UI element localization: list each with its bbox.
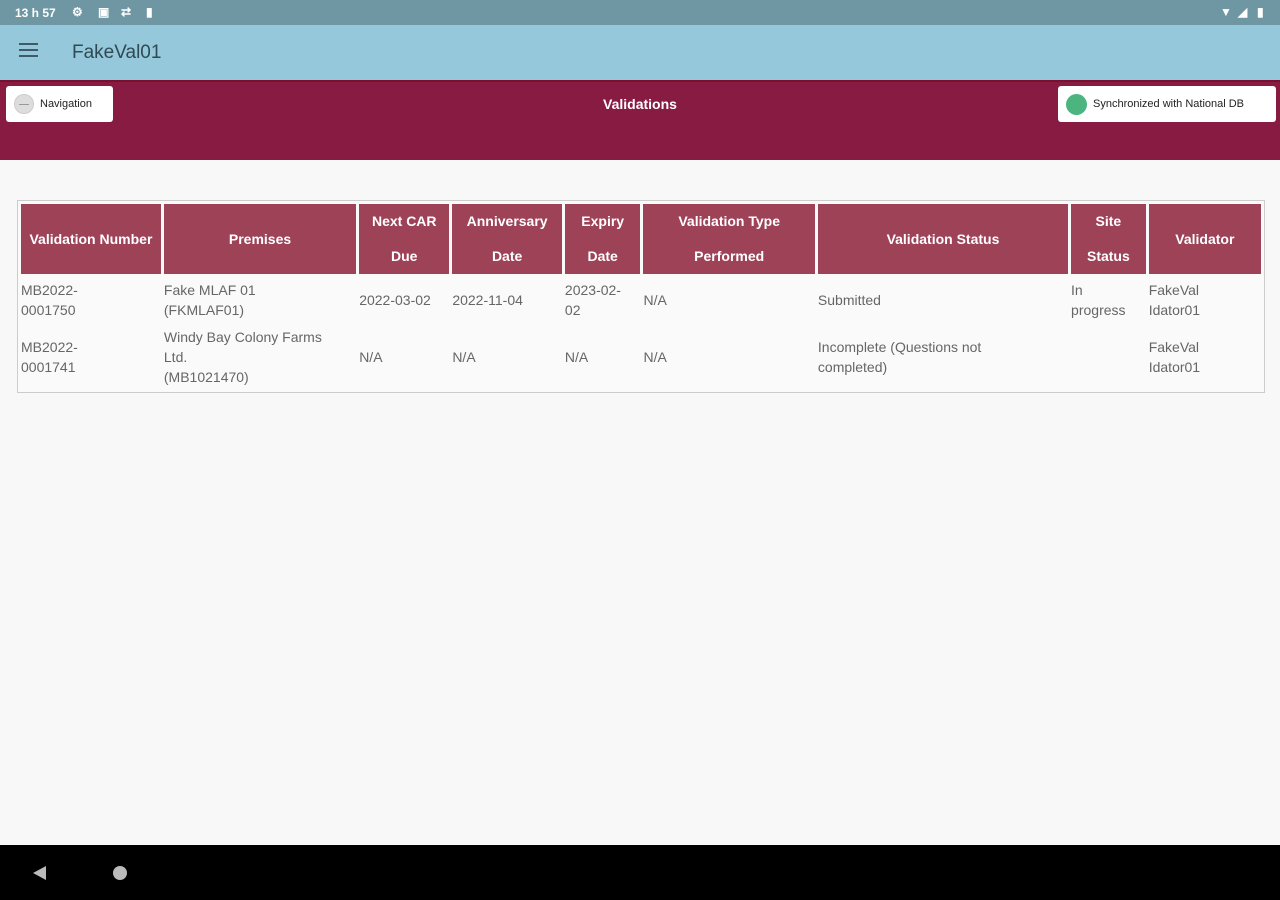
- navigation-icon: [14, 94, 34, 114]
- gear-icon: ⚙: [72, 5, 83, 19]
- cell-validation-number: MB2022- 0001741: [21, 339, 78, 375]
- cell-site-status: In progress: [1071, 281, 1126, 318]
- table-row[interactable]: MB2022- 0001741 Windy Bay Colony Farms L…: [21, 325, 1261, 389]
- cell-premises: Fake MLAF 01 (FKMLAF01): [163, 281, 256, 318]
- clock: 13 h 57: [15, 6, 56, 20]
- app-title: FakeVal01: [72, 42, 162, 63]
- status-bar: 13 h 57 ⚙ ▣ ⇄ ▮ ▼ ◢ ▮: [0, 0, 1280, 25]
- navigation-button[interactable]: Navigation: [6, 86, 113, 122]
- cell-validation-type: N/A: [643, 291, 667, 308]
- column-header[interactable]: Validation Type Performed: [643, 204, 815, 274]
- cell-next-car-due: 2022-03-02: [359, 291, 431, 308]
- battery-icon: ▮: [1257, 5, 1264, 19]
- image-icon: ▣: [98, 5, 110, 19]
- back-icon[interactable]: [33, 866, 46, 880]
- cell-premises: Windy Bay Colony Farms Ltd. (MB1021470): [163, 329, 322, 385]
- hamburger-menu-icon[interactable]: [19, 43, 38, 61]
- column-header[interactable]: Expiry Date: [564, 204, 641, 274]
- column-header[interactable]: Anniversary Date: [452, 204, 562, 274]
- page-header: Validations Navigation Synchronized with…: [0, 80, 1280, 160]
- cell-validation-type: N/A: [643, 349, 667, 365]
- validations-table: Validation Number Premises Next CAR Due …: [17, 200, 1265, 393]
- signal-icon: ◢: [1238, 5, 1248, 19]
- cell-next-car-due: N/A: [359, 349, 383, 365]
- app-bar: FakeVal01: [0, 25, 1280, 80]
- cell-validator: FakeVal Idator01: [1148, 281, 1201, 318]
- column-header[interactable]: Validation Number: [21, 204, 161, 274]
- sd-card-icon: ▮: [146, 5, 153, 19]
- column-header[interactable]: Validation Status: [817, 204, 1069, 274]
- cell-site-status: [1071, 325, 1146, 389]
- wifi-icon: ▼: [1220, 5, 1232, 19]
- network-icon: ⇄: [121, 5, 132, 19]
- cell-anniversary-date: N/A: [452, 349, 476, 365]
- cell-expiry-date: N/A: [564, 349, 589, 365]
- cell-expiry-date: 2023-02- 02: [564, 281, 621, 318]
- cell-validator: FakeVal Idator01: [1148, 339, 1201, 375]
- home-icon[interactable]: [113, 866, 127, 880]
- table-row[interactable]: MB2022- 0001750 Fake MLAF 01 (FKMLAF01) …: [21, 277, 1261, 322]
- navigation-label: Navigation: [40, 98, 92, 110]
- column-header[interactable]: Validator: [1148, 204, 1261, 274]
- table-header-row: Validation Number Premises Next CAR Due …: [21, 204, 1261, 274]
- column-header[interactable]: Site Status: [1071, 204, 1146, 274]
- column-header[interactable]: Next CAR Due: [359, 204, 450, 274]
- cell-anniversary-date: 2022-11-04: [452, 291, 523, 308]
- page-title: Validations: [603, 96, 677, 112]
- system-nav-bar: [0, 845, 1280, 900]
- sync-status-icon: [1066, 93, 1087, 115]
- sync-status-button[interactable]: Synchronized with National DB: [1058, 86, 1276, 122]
- cell-validation-status: Submitted: [817, 291, 881, 308]
- cell-validation-status: Incomplete (Questions not completed): [817, 339, 982, 375]
- sync-status-label: Synchronized with National DB: [1093, 98, 1245, 110]
- cell-validation-number: MB2022- 0001750: [21, 281, 78, 318]
- column-header[interactable]: Premises: [163, 204, 357, 274]
